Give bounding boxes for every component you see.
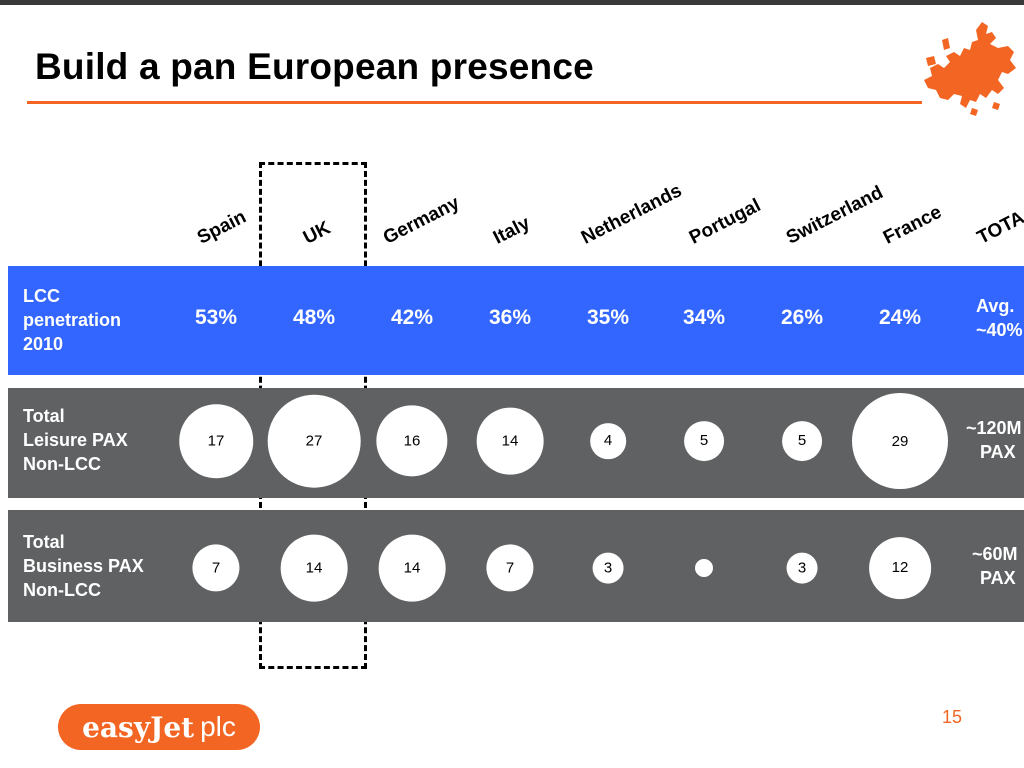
penetration-value: 34% xyxy=(682,306,726,329)
easyjet-logo: easyJet plc xyxy=(58,704,260,750)
leisure-total: ~120M PAX xyxy=(966,418,1022,462)
leisure-pax-bubble: 14 xyxy=(476,407,544,475)
lcc-penetration-band xyxy=(8,266,1024,375)
penetration-value: 24% xyxy=(878,306,922,329)
business-pax-bubble: 3 xyxy=(786,552,818,584)
column-header-netherlands: Netherlands xyxy=(578,180,686,249)
business-pax-bubble: 12 xyxy=(869,537,931,599)
penetration-value: 35% xyxy=(586,306,630,329)
business-pax-label: Total Business PAX Non-LCC xyxy=(23,532,144,600)
leisure-pax-bubble: 16 xyxy=(376,405,448,477)
leisure-pax-bubble: 27 xyxy=(267,394,361,488)
business-pax-bubble xyxy=(695,559,713,577)
penetration-total: Avg. ~40% xyxy=(976,296,1023,340)
business-pax-bubble: 7 xyxy=(486,544,534,592)
column-header-tota: TOTA xyxy=(974,207,1024,249)
column-header-switzerland: Switzerland xyxy=(783,182,887,249)
penetration-value: 26% xyxy=(780,306,824,329)
europe-map-icon xyxy=(924,22,1016,116)
business-pax-bubble: 3 xyxy=(592,552,624,584)
slide-title: Build a pan European presence xyxy=(35,46,594,87)
penetration-value: 42% xyxy=(390,306,434,329)
top-bar xyxy=(0,0,1024,5)
leisure-pax-bubble: 17 xyxy=(179,404,253,478)
page-number: 15 xyxy=(942,707,963,727)
column-header-portugal: Portugal xyxy=(686,195,765,249)
column-header-france: France xyxy=(880,201,946,249)
business-pax-bubble: 7 xyxy=(192,544,240,592)
leisure-pax-label: Total Leisure PAX Non-LCC xyxy=(23,406,128,474)
business-pax-bubble: 14 xyxy=(280,534,348,602)
leisure-pax-bubble: 4 xyxy=(590,423,626,459)
lcc-penetration-label: LCC penetration 2010 xyxy=(23,286,122,354)
column-header-italy: Italy xyxy=(490,212,534,249)
title-underline xyxy=(27,101,922,104)
penetration-value: 48% xyxy=(292,306,336,329)
leisure-pax-bubble: 5 xyxy=(782,421,822,461)
column-header-spain: Spain xyxy=(194,206,250,249)
business-total: ~60M PAX xyxy=(972,544,1018,588)
business-pax-bubble: 14 xyxy=(378,534,446,602)
penetration-value: 36% xyxy=(488,306,532,329)
leisure-pax-bubble: 29 xyxy=(852,393,948,489)
leisure-pax-bubble: 5 xyxy=(684,421,724,461)
penetration-value: 53% xyxy=(194,306,238,329)
column-header-germany: Germany xyxy=(380,192,463,249)
